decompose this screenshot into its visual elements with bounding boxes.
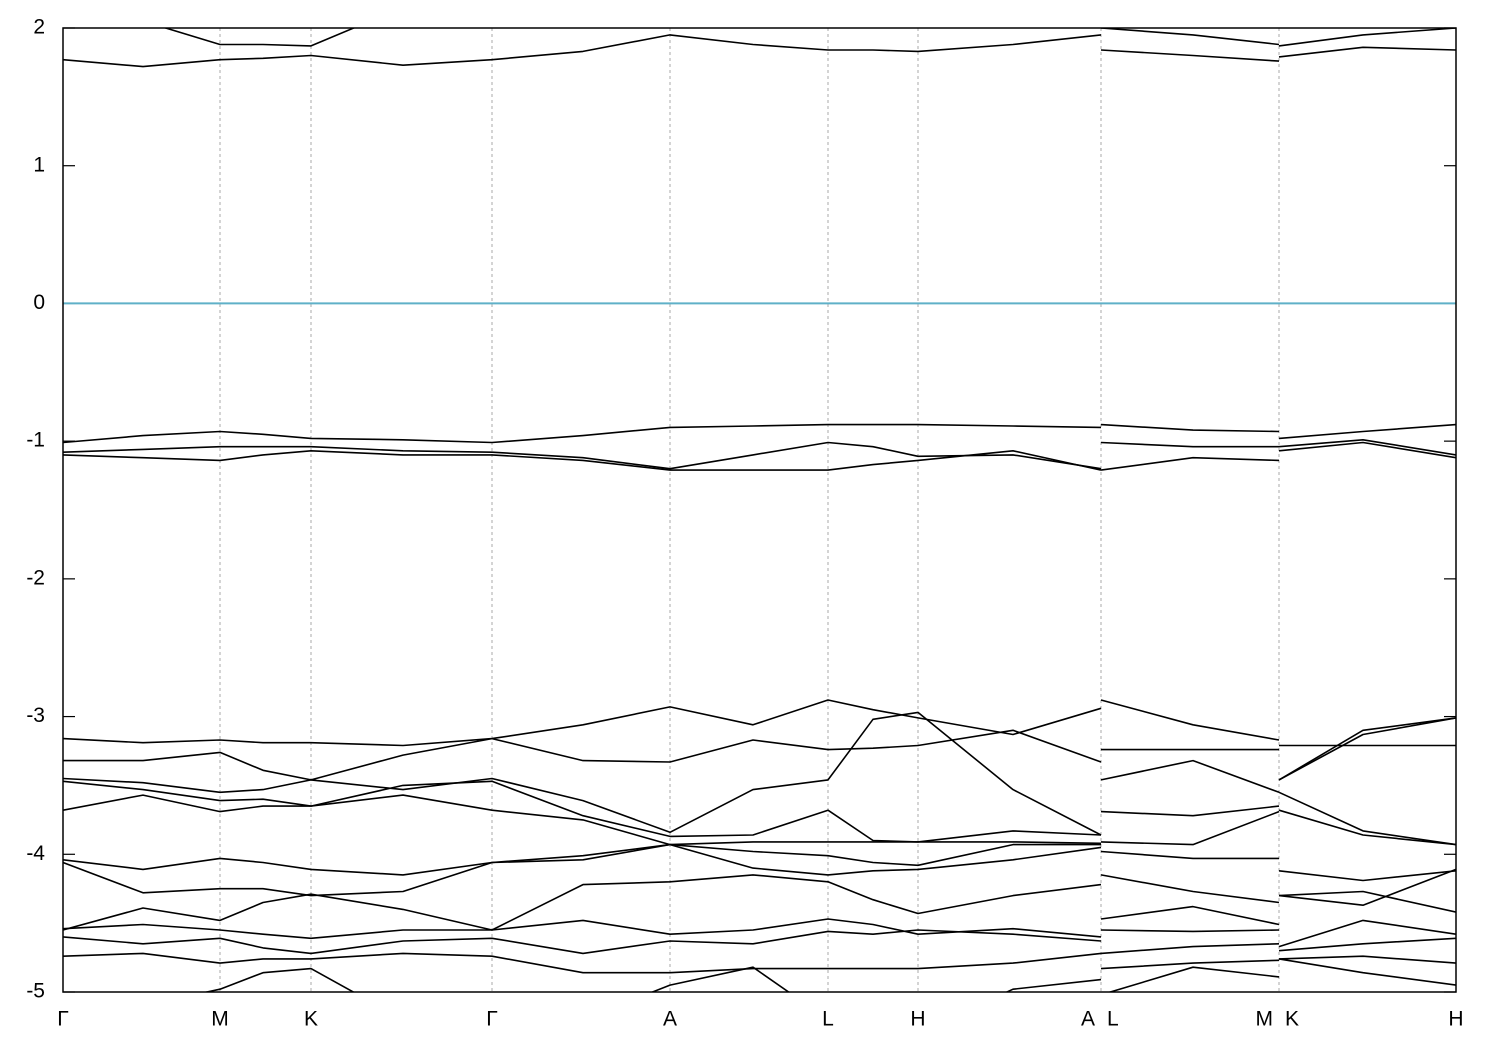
x-tick-label: Γ: [486, 1008, 498, 1031]
y-tick-label: 2: [33, 16, 45, 39]
band-line: [63, 439, 1456, 470]
y-tick-label: -5: [26, 980, 45, 1003]
x-tick-label: L: [1107, 1008, 1119, 1031]
x-tick-label: H: [910, 1008, 925, 1031]
band-line: [63, 794, 1456, 846]
band-line: [63, 780, 1456, 846]
x-tick-label: A: [663, 1008, 677, 1031]
band-line: [63, 717, 1456, 781]
x-tick-label: M: [211, 1008, 229, 1031]
y-tick-label: -3: [26, 704, 45, 727]
band-line: [63, 699, 1456, 747]
band-line: [63, 929, 1456, 955]
band-line: [203, 958, 1456, 992]
x-tick-label: Γ: [57, 1008, 69, 1031]
y-tick-label: 1: [33, 153, 45, 176]
x-tick-label: A: [1081, 1008, 1095, 1031]
x-tick-label: H: [1448, 1008, 1463, 1031]
band-line: [162, 28, 1456, 47]
band-line: [63, 843, 1456, 882]
band-line: [63, 874, 1456, 931]
x-tick-label: L: [822, 1008, 834, 1031]
plot-border: [62, 27, 1457, 993]
band-line: [63, 441, 1456, 471]
x-tick-label: M: [1256, 1008, 1274, 1031]
y-tick-label: -1: [26, 429, 45, 452]
band-line: [63, 711, 1456, 836]
band-line: [63, 34, 1456, 68]
band-line: [63, 843, 1456, 906]
bands-layer: [63, 28, 1456, 992]
y-tick-label: 0: [33, 291, 45, 314]
x-tick-label: K: [1285, 1008, 1299, 1031]
x-tick-label: K: [304, 1008, 318, 1031]
y-tick-label: -4: [26, 842, 45, 865]
grid-layer: [63, 27, 1456, 993]
band-line: [63, 423, 1456, 444]
y-tick-label: -2: [26, 566, 45, 589]
band-line: [63, 952, 1456, 974]
